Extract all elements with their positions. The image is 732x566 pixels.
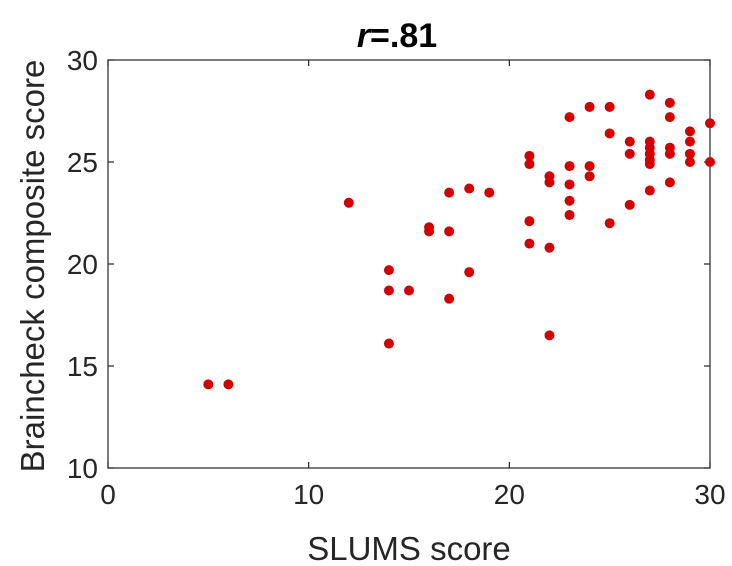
data-point bbox=[524, 238, 535, 249]
x-tick-label: 30 bbox=[694, 479, 725, 510]
data-point bbox=[584, 161, 595, 172]
data-point bbox=[705, 157, 715, 167]
plot-area bbox=[107, 59, 711, 469]
data-point bbox=[624, 148, 635, 159]
data-point bbox=[684, 148, 695, 159]
data-point bbox=[644, 89, 655, 100]
y-tick-label: 30 bbox=[67, 45, 98, 76]
data-point bbox=[624, 136, 635, 147]
x-tick-label: 10 bbox=[293, 479, 324, 510]
data-point bbox=[604, 128, 615, 139]
data-point bbox=[444, 226, 455, 237]
data-points bbox=[203, 89, 715, 390]
chart-title-value: =.81 bbox=[370, 17, 437, 55]
data-point bbox=[564, 161, 575, 172]
data-point bbox=[604, 101, 615, 112]
data-point bbox=[564, 112, 575, 123]
data-point bbox=[203, 379, 214, 390]
data-point bbox=[664, 112, 675, 123]
data-point bbox=[383, 265, 394, 276]
data-point bbox=[664, 97, 675, 108]
y-tick-label: 20 bbox=[67, 249, 98, 280]
chart-title-variable: r bbox=[357, 17, 372, 55]
y-tick-label: 15 bbox=[67, 351, 98, 382]
data-point bbox=[684, 136, 695, 147]
data-point bbox=[424, 226, 435, 237]
data-point bbox=[383, 338, 394, 349]
data-point bbox=[684, 126, 695, 137]
data-point bbox=[584, 101, 595, 112]
data-point bbox=[684, 157, 695, 167]
data-point bbox=[705, 118, 715, 129]
data-point bbox=[564, 210, 575, 221]
data-point bbox=[644, 159, 655, 170]
data-point bbox=[544, 242, 555, 253]
data-point bbox=[664, 148, 675, 159]
data-point bbox=[564, 195, 575, 206]
y-axis-ticks: 10 15 20 25 30 bbox=[67, 45, 710, 484]
data-point bbox=[564, 179, 575, 190]
data-point bbox=[383, 285, 394, 296]
data-point bbox=[404, 285, 414, 296]
data-point bbox=[484, 187, 495, 198]
data-point bbox=[444, 293, 455, 304]
x-tick-label: 20 bbox=[494, 479, 525, 510]
data-point bbox=[624, 199, 635, 210]
x-tick-label: 0 bbox=[100, 479, 116, 510]
data-point bbox=[223, 379, 234, 390]
data-point bbox=[343, 197, 354, 208]
x-axis-label: SLUMS score bbox=[307, 530, 511, 566]
y-axis-label: Braincheck composite score bbox=[14, 60, 51, 473]
data-point bbox=[644, 185, 655, 196]
data-point bbox=[604, 218, 615, 229]
data-point bbox=[544, 330, 555, 341]
data-point bbox=[464, 267, 475, 278]
chart-title: r=.81 bbox=[357, 17, 437, 55]
data-point bbox=[664, 177, 675, 188]
data-point bbox=[444, 187, 455, 198]
data-point bbox=[584, 171, 595, 182]
data-point bbox=[464, 183, 475, 194]
data-point bbox=[524, 216, 535, 227]
data-point bbox=[544, 177, 555, 188]
x-axis-ticks: 0 10 20 30 bbox=[100, 60, 726, 510]
y-tick-label: 25 bbox=[67, 147, 98, 178]
data-point bbox=[524, 159, 535, 170]
data-point bbox=[524, 150, 535, 161]
y-tick-label: 10 bbox=[67, 453, 98, 484]
